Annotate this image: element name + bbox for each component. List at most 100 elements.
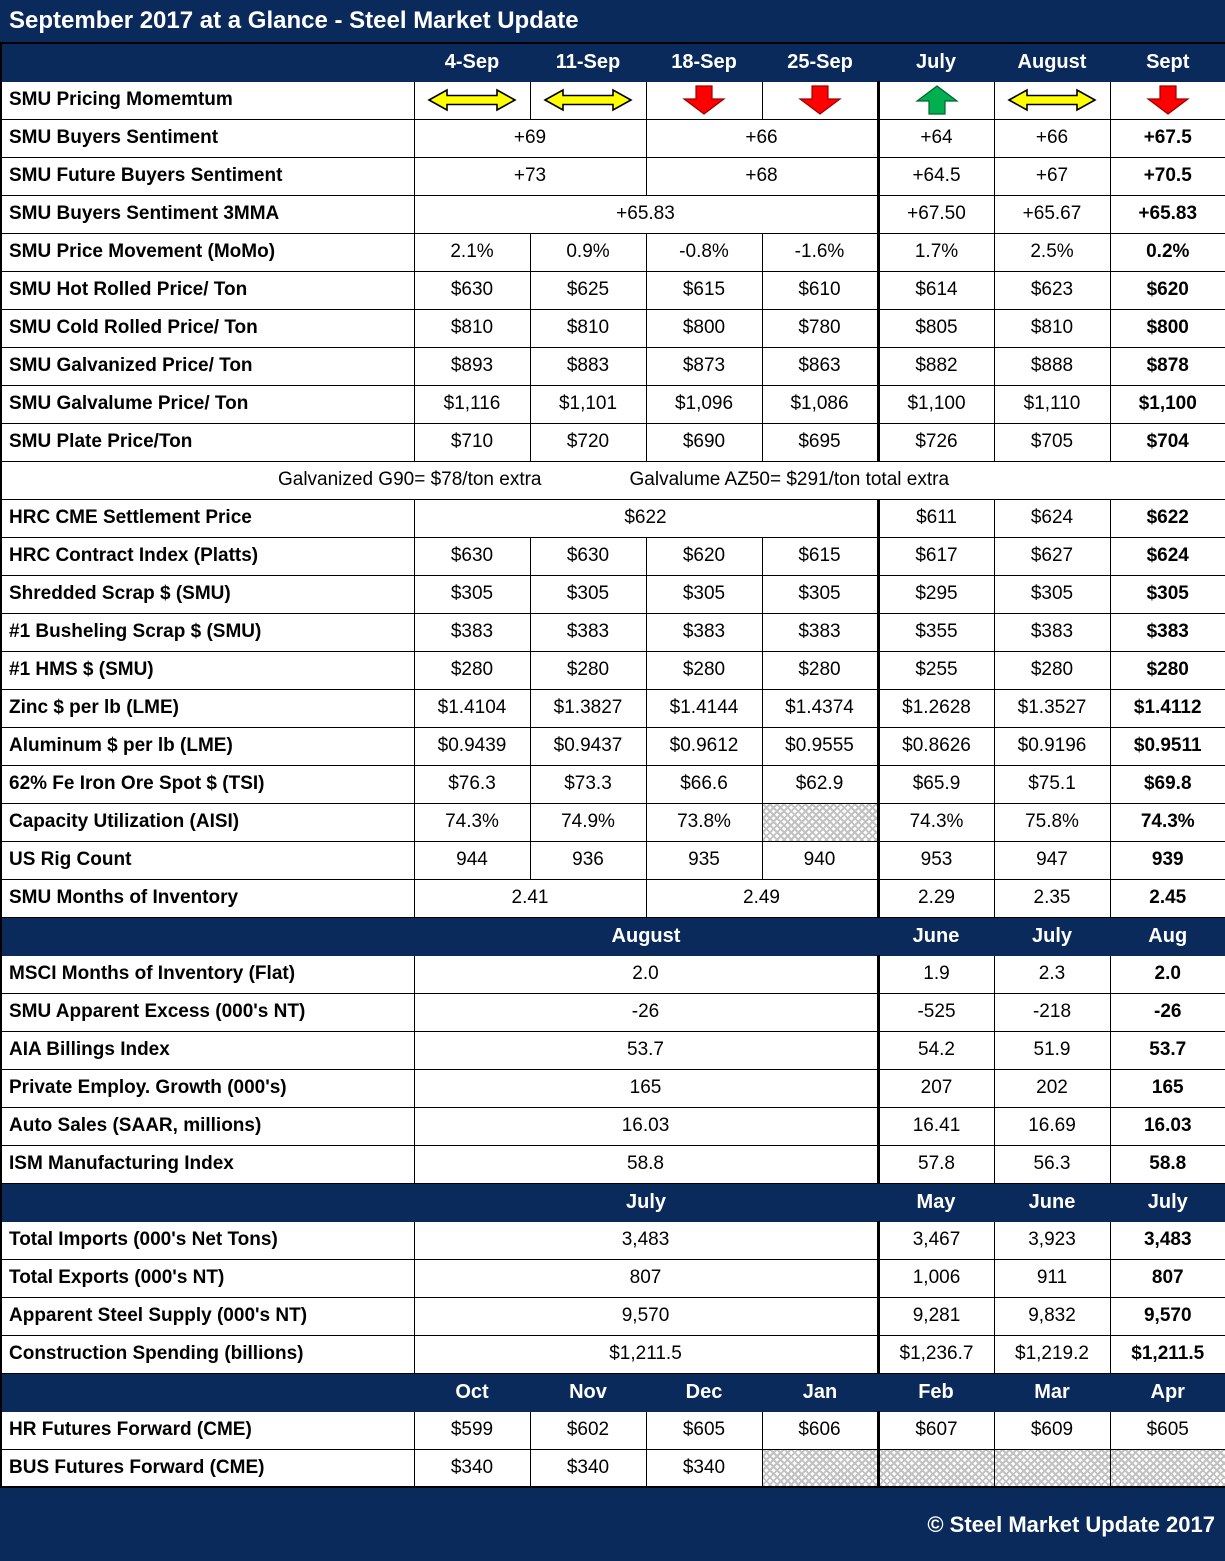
row-label: #1 Busheling Scrap $ (SMU) bbox=[0, 612, 415, 652]
column-header: 11-Sep bbox=[529, 42, 647, 82]
value-cell: $383 bbox=[761, 612, 879, 652]
row-label: SMU Hot Rolled Price/ Ton bbox=[0, 270, 415, 310]
value-cell: $0.9555 bbox=[761, 726, 879, 766]
value-cell: $355 bbox=[876, 612, 995, 652]
value-cell: $1,219.2 bbox=[993, 1334, 1111, 1374]
value-cell: $1.4374 bbox=[761, 688, 879, 728]
down-arrow-icon bbox=[1145, 85, 1190, 115]
value-cell: $340 bbox=[413, 1448, 531, 1488]
value-cell: $280 bbox=[645, 650, 763, 690]
value-cell: $0.9511 bbox=[1109, 726, 1225, 766]
value-cell: 2.49 bbox=[645, 878, 879, 918]
row-label: Total Imports (000's Net Tons) bbox=[0, 1220, 415, 1260]
row-label: Zinc $ per lb (LME) bbox=[0, 688, 415, 728]
down-arrow-icon bbox=[682, 85, 726, 115]
value-cell: $0.9437 bbox=[529, 726, 647, 766]
value-cell: $1.4144 bbox=[645, 688, 763, 728]
table-row: Private Employ. Growth (000's) 165 207 202 1… bbox=[0, 1068, 1225, 1108]
value-cell: 2.35 bbox=[993, 878, 1111, 918]
table-row: HR Futures Forward (CME) $599 $602 $605 $606… bbox=[0, 1410, 1225, 1450]
value-cell: Feb bbox=[877, 1372, 995, 1412]
value-cell: July bbox=[1109, 1182, 1225, 1222]
value-cell: +70.5 bbox=[1109, 156, 1225, 196]
flat-arrow-icon bbox=[543, 88, 633, 112]
value-cell: $1,116 bbox=[413, 384, 531, 424]
value-cell: $0.9612 bbox=[645, 726, 763, 766]
column-header: 18-Sep bbox=[645, 42, 763, 82]
value-cell: $65.9 bbox=[876, 764, 995, 804]
value-cell: 202 bbox=[993, 1068, 1111, 1108]
value-cell: $615 bbox=[761, 536, 879, 576]
value-cell: 2.41 bbox=[413, 878, 647, 918]
table-row: SMU Hot Rolled Price/ Ton $630 $625 $615 $61… bbox=[0, 270, 1225, 310]
row-label: SMU Months of Inventory bbox=[0, 878, 415, 918]
table-row: #1 Busheling Scrap $ (SMU) $383 $383 $383 $3… bbox=[0, 612, 1225, 652]
value-cell: June bbox=[877, 916, 995, 956]
value-cell: $720 bbox=[529, 422, 647, 462]
value-cell: 911 bbox=[993, 1258, 1111, 1298]
value-cell: 2.1% bbox=[413, 232, 531, 272]
value-cell: 940 bbox=[761, 840, 879, 880]
row-label: Capacity Utilization (AISI) bbox=[0, 802, 415, 842]
value-cell: 73.8% bbox=[645, 802, 763, 842]
row-label: SMU Cold Rolled Price/ Ton bbox=[0, 308, 415, 348]
value-cell: 16.69 bbox=[993, 1106, 1111, 1146]
value-cell: 16.03 bbox=[1109, 1106, 1225, 1146]
value-cell: $883 bbox=[529, 346, 647, 386]
value-cell: +65.83 bbox=[1109, 194, 1225, 234]
value-cell: $617 bbox=[876, 536, 995, 576]
table-row: SMU Buyers Sentiment +69 +66 +64 +66 +67.5 bbox=[0, 118, 1225, 158]
row-label: BUS Futures Forward (CME) bbox=[0, 1448, 415, 1488]
row-label: HRC Contract Index (Platts) bbox=[0, 536, 415, 576]
value-cell: $606 bbox=[761, 1410, 879, 1450]
value-cell: -0.8% bbox=[645, 232, 763, 272]
row-label: SMU Buyers Sentiment 3MMA bbox=[0, 194, 415, 234]
value-cell: $0.9196 bbox=[993, 726, 1111, 766]
table-row: SMU Cold Rolled Price/ Ton $810 $810 $800 $7… bbox=[0, 308, 1225, 348]
row-label: Private Employ. Growth (000's) bbox=[0, 1068, 415, 1108]
value-cell: $624 bbox=[1109, 536, 1225, 576]
value-cell: 936 bbox=[529, 840, 647, 880]
table-row: SMU Price Movement (MoMo) 2.1% 0.9% -0.8% -1… bbox=[0, 232, 1225, 272]
value-cell: 2.3 bbox=[993, 954, 1111, 994]
value-cell: 165 bbox=[413, 1068, 879, 1108]
table-row: Shredded Scrap $ (SMU) $305 $305 $305 $305 $2… bbox=[0, 574, 1225, 614]
table-row: SMU Galvanized Price/ Ton $893 $883 $873 $86… bbox=[0, 346, 1225, 386]
value-cell: $305 bbox=[761, 574, 879, 614]
value-cell: 9,570 bbox=[1109, 1296, 1225, 1336]
extras-note-cell: Galvanized G90= $78/ton extra Galvalume A… bbox=[0, 460, 1225, 500]
value-cell: 0.9% bbox=[529, 232, 647, 272]
value-cell: $810 bbox=[993, 308, 1111, 348]
value-cell: 953 bbox=[876, 840, 995, 880]
value-cell: $615 bbox=[645, 270, 763, 310]
steel-market-table: 4-Sep 11-Sep 18-Sep 25-Sep July August Sept SMU… bbox=[0, 42, 1225, 1488]
value-cell: $280 bbox=[413, 650, 531, 690]
row-label: Apparent Steel Supply (000's NT) bbox=[0, 1296, 415, 1336]
value-cell: -218 bbox=[993, 992, 1111, 1032]
no-data-cell bbox=[761, 1448, 879, 1488]
value-cell: $780 bbox=[761, 308, 879, 348]
value-cell: $695 bbox=[761, 422, 879, 462]
table-row: 62% Fe Iron Ore Spot $ (TSI) $76.3 $73.3 $6… bbox=[0, 764, 1225, 804]
value-cell: June bbox=[993, 1182, 1111, 1222]
value-cell: 807 bbox=[1109, 1258, 1225, 1298]
row-label: ISM Manufacturing Index bbox=[0, 1144, 415, 1184]
value-cell: 53.7 bbox=[1109, 1030, 1225, 1070]
value-cell: $295 bbox=[876, 574, 995, 614]
table-row: Galvanized G90= $78/ton extra Galvalume A… bbox=[0, 460, 1225, 500]
value-cell: Dec bbox=[645, 1372, 763, 1412]
value-cell: July bbox=[413, 1182, 879, 1222]
row-label: SMU Galvalume Price/ Ton bbox=[0, 384, 415, 424]
value-cell: $609 bbox=[993, 1410, 1111, 1450]
momentum-cell bbox=[645, 80, 763, 120]
table-row: SMU Future Buyers Sentiment +73 +68 +64.5 +6… bbox=[0, 156, 1225, 196]
table-row: BUS Futures Forward (CME) $340 $340 $340 bbox=[0, 1448, 1225, 1488]
row-label: SMU Galvanized Price/ Ton bbox=[0, 346, 415, 386]
table-row: Total Exports (000's NT) 807 1,006 911 807 bbox=[0, 1258, 1225, 1298]
value-cell: $383 bbox=[645, 612, 763, 652]
value-cell: -26 bbox=[1109, 992, 1225, 1032]
value-cell: $610 bbox=[761, 270, 879, 310]
table-row: Total Imports (000's Net Tons) 3,483 3,467… bbox=[0, 1220, 1225, 1260]
value-cell: 944 bbox=[413, 840, 531, 880]
value-cell: $599 bbox=[413, 1410, 531, 1450]
